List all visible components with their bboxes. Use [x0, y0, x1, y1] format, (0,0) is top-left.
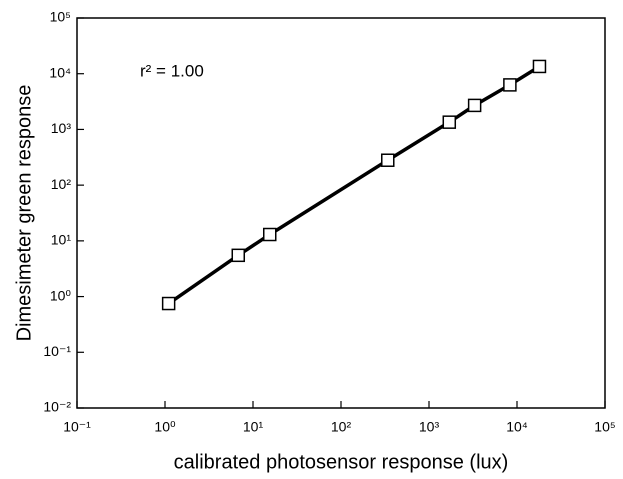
- data-point: [262, 227, 277, 242]
- y-tick-label: 10³: [51, 120, 72, 136]
- x-axis-title: calibrated photosensor response (lux): [174, 451, 509, 473]
- y-tick-label: 10²: [51, 176, 72, 192]
- y-tick-label: 10⁵: [50, 9, 71, 25]
- x-tick-label: 10¹: [243, 419, 264, 435]
- data-point: [442, 115, 457, 129]
- data-point: [503, 78, 517, 92]
- x-tick-label: 10⁵: [594, 419, 615, 435]
- y-tick-label: 10⁴: [49, 64, 71, 80]
- y-tick-label: 10¹: [51, 232, 72, 248]
- y-tick-label: 10⁻²: [43, 399, 71, 415]
- x-tick-label: 10²: [331, 419, 352, 435]
- x-tick-label: 10⁴: [506, 419, 528, 435]
- y-axis-title: Dimesimeter green response: [13, 85, 35, 342]
- data-point: [467, 98, 482, 113]
- x-tick-label: 10⁻¹: [63, 419, 91, 435]
- data-point: [532, 59, 547, 74]
- y-tick-label: 10⁻¹: [43, 343, 71, 359]
- fit-line: [167, 64, 541, 305]
- annotation: r² = 1.00: [140, 61, 204, 80]
- y-tick-label: 10⁰: [50, 287, 72, 303]
- data-point: [381, 153, 395, 167]
- data-point: [231, 248, 246, 263]
- data-point: [161, 296, 176, 311]
- x-tick-label: 10³: [419, 419, 440, 435]
- x-tick-label: 10⁰: [154, 419, 176, 435]
